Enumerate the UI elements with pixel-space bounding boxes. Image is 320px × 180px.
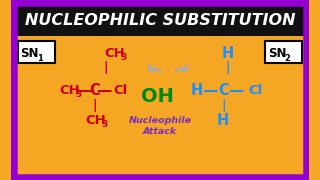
Text: —: —	[203, 82, 218, 98]
Text: 2: 2	[284, 53, 290, 62]
FancyBboxPatch shape	[265, 41, 302, 63]
Text: C: C	[90, 82, 100, 98]
Text: —: —	[97, 82, 112, 98]
Text: 1: 1	[37, 53, 43, 62]
Text: —: —	[76, 82, 92, 98]
Text: 3: 3	[76, 89, 82, 98]
Text: NUCLEOPHILIC SUBSTITUTION: NUCLEOPHILIC SUBSTITUTION	[25, 12, 295, 28]
Text: |: |	[104, 60, 108, 73]
Text: —: —	[228, 82, 244, 98]
Text: SN: SN	[20, 46, 39, 60]
Text: SN: SN	[268, 46, 286, 60]
FancyBboxPatch shape	[18, 41, 55, 63]
Text: H: H	[217, 112, 229, 127]
Text: |: |	[92, 98, 97, 111]
Text: 3: 3	[101, 120, 108, 129]
Text: OH: OH	[141, 87, 174, 105]
Text: |: |	[226, 60, 230, 73]
Text: Cl: Cl	[248, 84, 263, 96]
Text: Attack: Attack	[143, 127, 177, 136]
Text: H: H	[191, 82, 203, 98]
Text: CH: CH	[104, 46, 125, 60]
Text: CH: CH	[86, 114, 106, 127]
Text: Cl: Cl	[114, 84, 128, 96]
Text: 3: 3	[120, 53, 126, 62]
Text: Nucleophile: Nucleophile	[128, 116, 192, 125]
Text: |: |	[221, 98, 226, 111]
Bar	[14, 3, 306, 36]
Text: H: H	[222, 46, 234, 60]
Text: C: C	[218, 82, 228, 98]
Text: CH: CH	[60, 84, 80, 96]
